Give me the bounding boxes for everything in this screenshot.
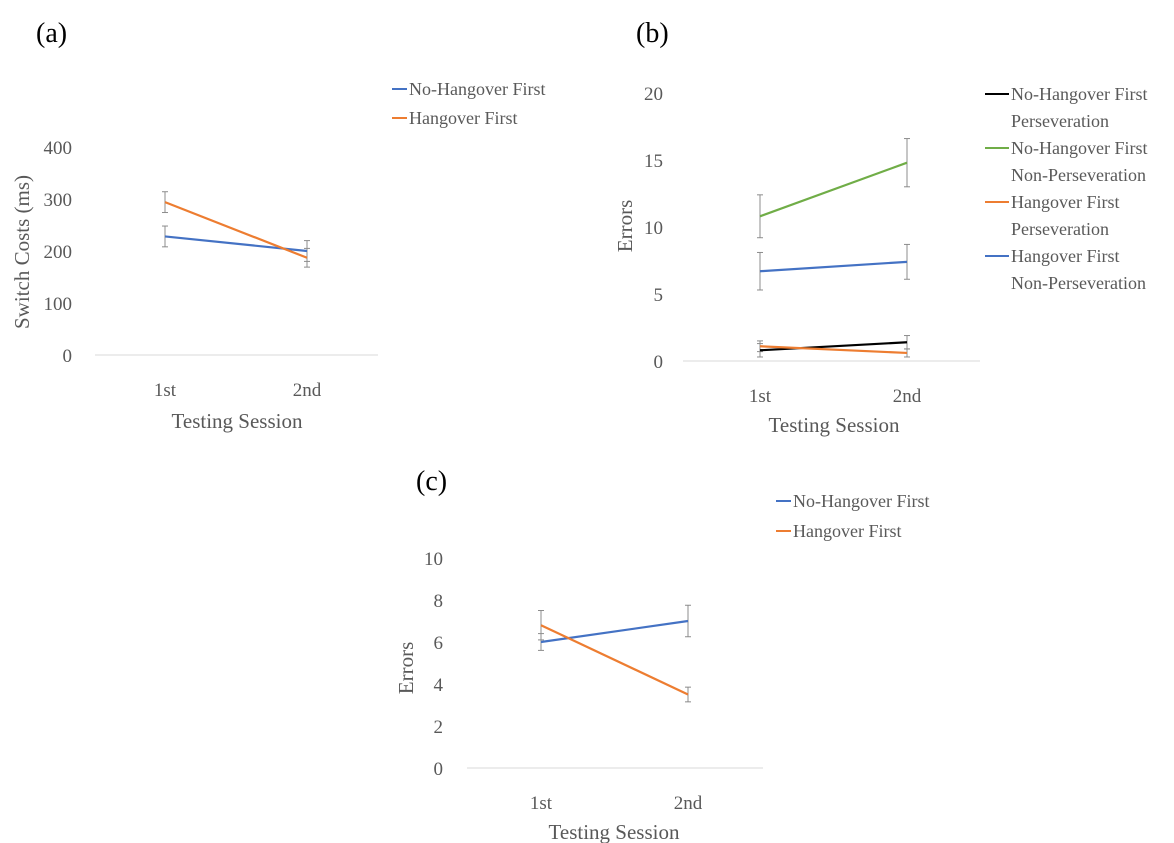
panel-label-b: (b) [636, 18, 669, 49]
y-tick-label: 15 [644, 151, 663, 172]
legend-a: No-Hangover First Hangover First [392, 79, 545, 128]
legend-label: No-Hangover First [1011, 84, 1147, 104]
x-tick-label: 1st [154, 380, 177, 401]
x-tick-label: 1st [530, 793, 553, 814]
legend-label: Hangover First [1011, 246, 1119, 266]
series-line [540, 624, 689, 696]
series-line [759, 341, 908, 352]
plot-area-b: 0 5 10 15 20 1st 2nd [644, 84, 980, 407]
x-axis-title-a: Testing Session [172, 409, 303, 433]
x-tick-label: 2nd [674, 793, 703, 814]
series-line [540, 619, 689, 644]
series-line [164, 201, 308, 259]
y-tick-label: 10 [424, 549, 443, 570]
legend-label: Hangover First [1011, 192, 1119, 212]
y-tick-label: 0 [63, 346, 73, 367]
y-tick-label: 5 [654, 285, 664, 306]
legend-label: Hangover First [409, 108, 517, 128]
x-tick-label: 2nd [293, 380, 322, 401]
legend-label: No-Hangover First [1011, 138, 1147, 158]
x-axis-title-c: Testing Session [549, 820, 680, 843]
x-tick-label: 2nd [893, 386, 922, 407]
y-tick-label: 100 [44, 294, 73, 315]
chart-panel-a: (a) 0 100 200 300 400 1st 2nd Switch Costs (ms… [10, 18, 545, 433]
panel-label-a: (a) [36, 18, 67, 49]
legend-label: Perseveration [1011, 219, 1109, 239]
y-tick-label: 2 [434, 717, 444, 738]
y-axis-title-c: Errors [394, 642, 418, 694]
x-axis-title-b: Testing Session [769, 413, 900, 437]
plot-area-a: 0 100 200 300 400 1st 2nd [44, 138, 378, 401]
x-tick-label: 1st [749, 386, 772, 407]
y-tick-label: 0 [434, 759, 444, 780]
y-tick-label: 200 [44, 242, 73, 263]
series-line [759, 345, 908, 355]
y-tick-label: 400 [44, 138, 73, 159]
y-axis-title-a: Switch Costs (ms) [10, 175, 34, 329]
y-tick-label: 20 [644, 84, 663, 105]
legend-b: No-Hangover First Perseveration No-Hangove… [985, 84, 1147, 293]
chart-panel-b: (b) 0 5 10 15 20 1st 2nd Errors Testing Sessio… [613, 18, 1147, 437]
series-line [759, 161, 908, 218]
legend-label: Non-Perseveration [1011, 165, 1146, 185]
y-tick-label: 300 [44, 190, 73, 211]
y-tick-label: 0 [654, 352, 664, 373]
y-tick-label: 8 [434, 591, 444, 612]
series-line [759, 260, 908, 273]
panel-label-c: (c) [416, 466, 447, 497]
legend-c: No-Hangover First Hangover First [776, 491, 929, 541]
y-tick-label: 6 [434, 633, 444, 654]
legend-label: No-Hangover First [409, 79, 545, 99]
legend-label: No-Hangover First [793, 491, 929, 511]
error-bar [904, 348, 910, 358]
y-tick-label: 10 [644, 218, 663, 239]
y-tick-label: 4 [434, 675, 444, 696]
legend-label: Perseveration [1011, 111, 1109, 131]
y-axis-title-b: Errors [613, 200, 637, 252]
chart-panel-c: (c) 0 2 4 6 8 10 1st 2nd Errors Testing Session… [394, 466, 929, 843]
legend-label: Non-Perseveration [1011, 273, 1146, 293]
plot-area-c: 0 2 4 6 8 10 1st 2nd [424, 549, 763, 814]
legend-label: Hangover First [793, 521, 901, 541]
